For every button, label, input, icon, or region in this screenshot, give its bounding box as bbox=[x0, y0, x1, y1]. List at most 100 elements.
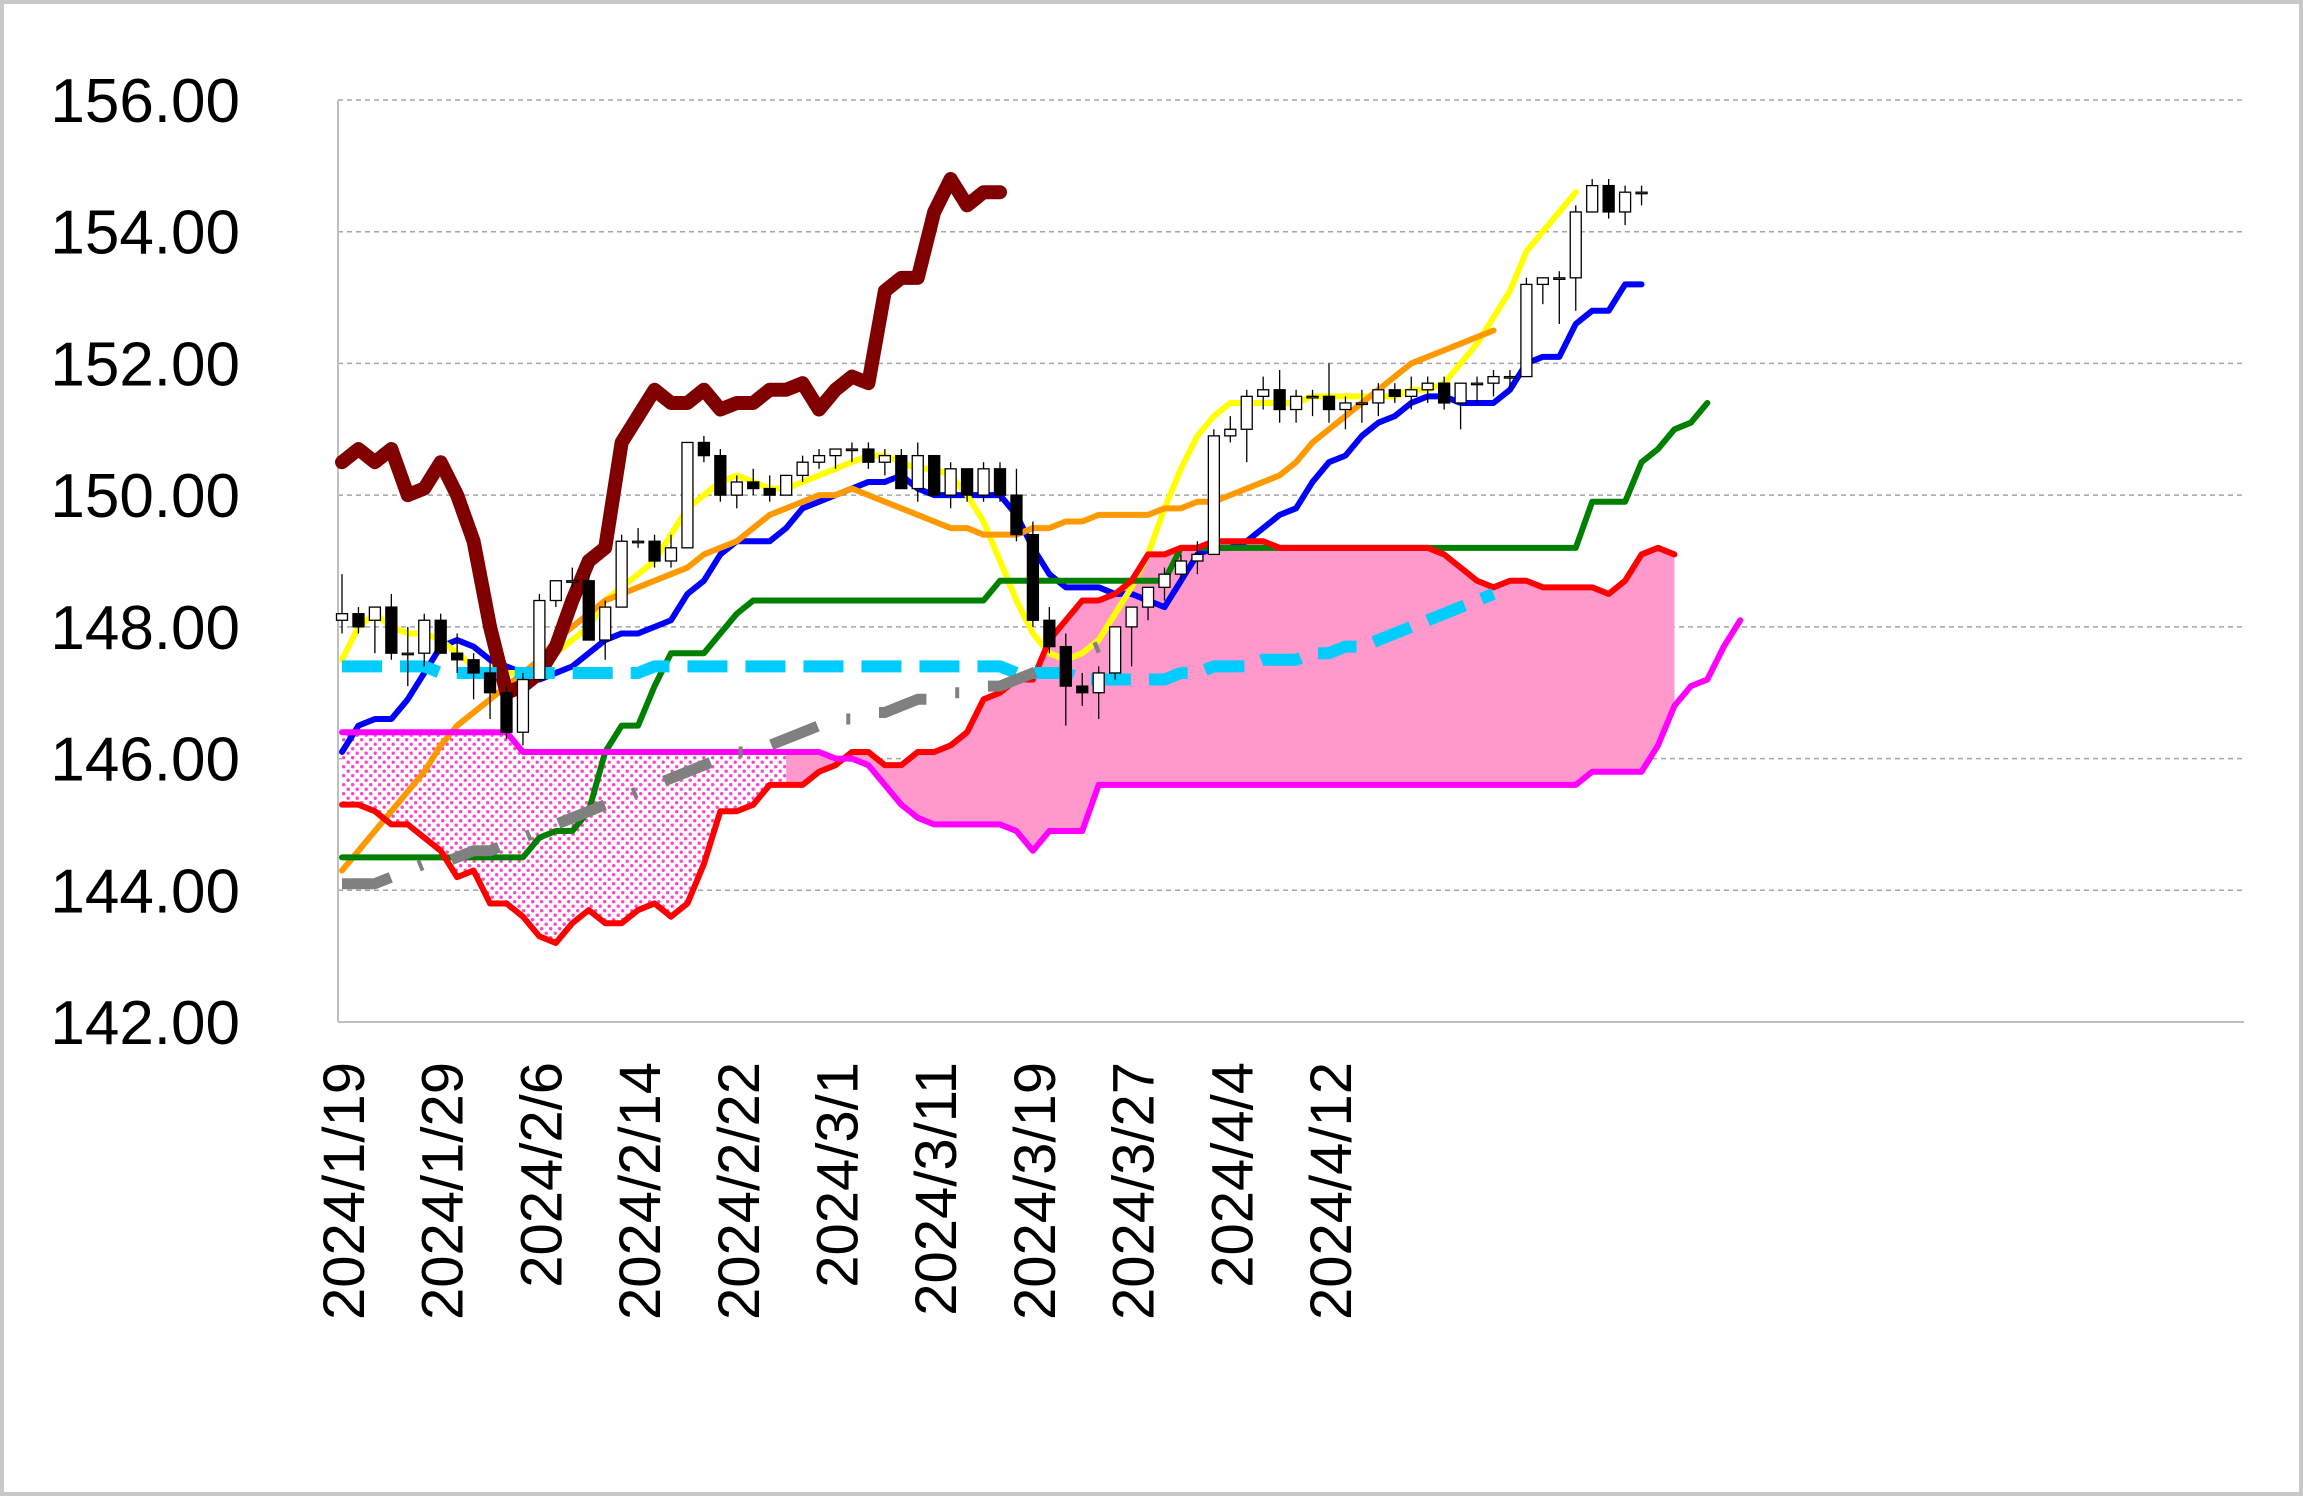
candle-down bbox=[582, 580, 595, 641]
candle-up bbox=[1635, 191, 1648, 195]
cloud-area bbox=[342, 732, 787, 943]
x-tick-label: 2024/1/29 bbox=[411, 1062, 476, 1320]
y-tick-label: 144.00 bbox=[50, 857, 240, 926]
x-tick-label: 2024/1/19 bbox=[312, 1062, 377, 1320]
x-tick-label: 2024/2/6 bbox=[509, 1062, 574, 1288]
candle-up bbox=[1257, 389, 1270, 398]
candle-up bbox=[1191, 553, 1204, 562]
candle-up bbox=[1618, 191, 1632, 213]
candle-down bbox=[385, 606, 398, 654]
candle-up bbox=[812, 454, 826, 463]
y-tick-label: 154.00 bbox=[50, 199, 240, 268]
candle-down bbox=[1026, 534, 1040, 621]
candle-up bbox=[1487, 375, 1500, 384]
x-tick-label: 2024/2/14 bbox=[608, 1062, 673, 1320]
candle-down bbox=[763, 487, 776, 496]
x-tick-label: 2024/4/12 bbox=[1299, 1062, 1364, 1320]
candle-up bbox=[1092, 672, 1105, 694]
y-tick-label: 156.00 bbox=[50, 67, 240, 136]
x-tick-label: 2024/3/11 bbox=[904, 1062, 969, 1316]
candle-up bbox=[1339, 402, 1352, 411]
series-line bbox=[342, 641, 1101, 890]
candle-up bbox=[944, 468, 957, 496]
candlesticks bbox=[335, 179, 1648, 746]
candle-up bbox=[1306, 395, 1319, 399]
y-tick-label: 150.00 bbox=[50, 462, 240, 531]
candle-up bbox=[533, 599, 546, 681]
candle-up bbox=[599, 606, 612, 641]
candle-down bbox=[747, 481, 760, 490]
x-tick-label: 2024/3/19 bbox=[1003, 1062, 1068, 1320]
cloud-areas bbox=[342, 541, 1675, 943]
candle-down bbox=[483, 672, 497, 694]
candle-up bbox=[977, 468, 990, 496]
candle-up bbox=[368, 606, 382, 621]
y-axis-tick-labels: 142.00 144.00 146.00 148.00 150.00 152.00 154.… bbox=[50, 67, 240, 1058]
candle-up bbox=[1454, 382, 1467, 404]
candle-down bbox=[697, 441, 711, 457]
x-tick-label: 2024/3/1 bbox=[806, 1062, 871, 1288]
candle-up bbox=[1174, 560, 1188, 575]
candle-up bbox=[1536, 277, 1549, 286]
candle-down bbox=[1273, 389, 1286, 411]
series-line bbox=[335, 172, 1007, 700]
candle-down bbox=[1043, 619, 1056, 648]
candle-up bbox=[516, 678, 530, 733]
candle-up bbox=[1109, 626, 1122, 674]
candle-up bbox=[1586, 184, 1599, 213]
candle-up bbox=[911, 454, 924, 490]
candle-up bbox=[1355, 402, 1369, 406]
candle-up bbox=[780, 474, 793, 496]
candle-up bbox=[1224, 428, 1237, 437]
candle-up bbox=[549, 580, 562, 602]
candle-down bbox=[714, 454, 727, 496]
candle-down bbox=[1010, 494, 1023, 536]
candle-up bbox=[1125, 606, 1138, 628]
candle-down bbox=[960, 468, 974, 496]
candle-down bbox=[1076, 685, 1089, 694]
candle-up bbox=[615, 540, 628, 608]
candle-down bbox=[467, 659, 480, 674]
candle-down bbox=[450, 652, 464, 661]
candle-up bbox=[1240, 395, 1253, 430]
candle-up bbox=[631, 540, 645, 544]
candle-up bbox=[1569, 211, 1582, 279]
candle-down bbox=[1438, 382, 1451, 404]
series-line bbox=[339, 281, 1645, 755]
candle-up bbox=[829, 448, 842, 457]
candle-down bbox=[928, 454, 941, 496]
x-tick-label: 2024/4/4 bbox=[1200, 1062, 1265, 1288]
x-tick-label: 2024/2/22 bbox=[707, 1062, 772, 1320]
series-line bbox=[339, 399, 1711, 861]
candle-down bbox=[1388, 389, 1401, 398]
candle-up bbox=[418, 619, 431, 654]
series-line bbox=[339, 617, 1744, 854]
x-axis-tick-labels: 2024/1/19 2024/1/29 2024/2/6 2024/2/14 2024/… bbox=[312, 1062, 1364, 1320]
candle-down bbox=[993, 468, 1007, 496]
candle-up bbox=[1141, 586, 1155, 608]
candle-up bbox=[1503, 375, 1517, 379]
candle-up bbox=[566, 580, 579, 583]
candle-up bbox=[1158, 573, 1171, 588]
candle-down bbox=[352, 613, 365, 628]
candle-up bbox=[401, 652, 414, 656]
candle-up bbox=[1421, 382, 1434, 391]
candle-down bbox=[895, 454, 908, 490]
candle-down bbox=[500, 692, 513, 733]
x-tick-label: 2024/3/27 bbox=[1102, 1062, 1167, 1320]
candle-up bbox=[1520, 283, 1533, 378]
cloud-area bbox=[786, 541, 1675, 851]
candle-down bbox=[1322, 395, 1336, 411]
candle-up bbox=[845, 448, 859, 452]
y-tick-label: 142.00 bbox=[50, 989, 240, 1058]
candle-up bbox=[1405, 389, 1418, 398]
y-tick-label: 146.00 bbox=[50, 726, 240, 795]
candle-up bbox=[1372, 389, 1385, 404]
candle-up bbox=[1470, 382, 1484, 386]
ichimoku-chart: 142.00 144.00 146.00 148.00 150.00 152.00 154.… bbox=[50, 67, 2244, 1320]
y-tick-label: 152.00 bbox=[50, 330, 240, 399]
gridlines bbox=[337, 99, 2244, 1023]
candle-down bbox=[862, 448, 875, 463]
candle-down bbox=[1602, 184, 1615, 213]
